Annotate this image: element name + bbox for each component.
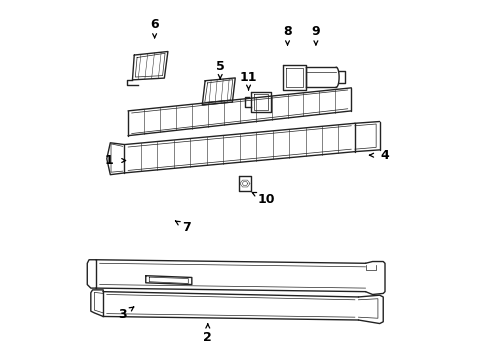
Text: 1: 1 (104, 154, 113, 167)
Text: 6: 6 (150, 18, 159, 31)
Text: 8: 8 (283, 24, 292, 38)
Text: 11: 11 (240, 71, 257, 84)
Text: 4: 4 (381, 149, 390, 162)
Text: 10: 10 (258, 193, 275, 206)
Text: 5: 5 (216, 60, 224, 73)
Text: 7: 7 (182, 221, 191, 234)
Text: 3: 3 (119, 308, 127, 321)
Text: 9: 9 (312, 24, 320, 38)
Text: 2: 2 (203, 331, 212, 344)
